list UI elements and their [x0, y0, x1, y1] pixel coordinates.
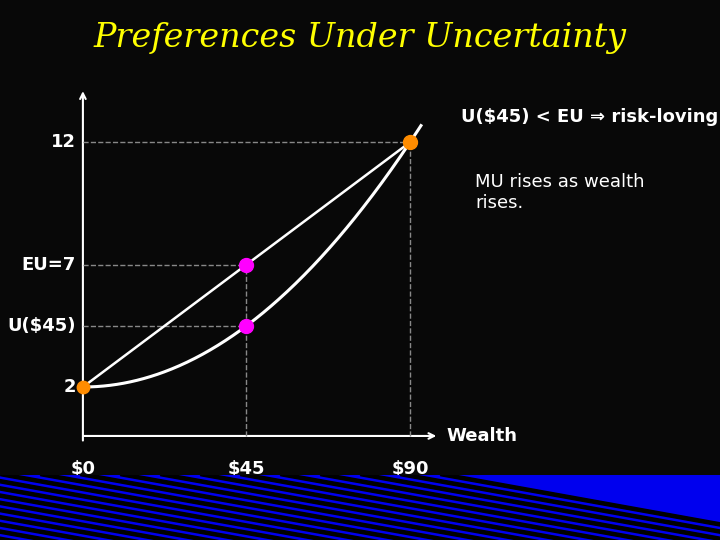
Text: Wealth: Wealth — [446, 427, 518, 445]
Point — [240, 260, 252, 269]
Text: EU=7: EU=7 — [22, 255, 76, 274]
Text: U($45): U($45) — [7, 317, 76, 335]
Text: MU rises as wealth
rises.: MU rises as wealth rises. — [475, 173, 644, 212]
Point — [240, 321, 252, 330]
Text: U($45) < EU ⇒ risk-loving.: U($45) < EU ⇒ risk-loving. — [461, 108, 720, 126]
Text: $45: $45 — [228, 461, 265, 478]
Text: $0: $0 — [71, 461, 96, 478]
Text: 2: 2 — [63, 378, 76, 396]
Text: 12: 12 — [50, 133, 76, 151]
Point — [77, 383, 89, 391]
Text: $90: $90 — [391, 461, 429, 478]
Point — [405, 138, 416, 146]
Text: Preferences Under Uncertainty: Preferences Under Uncertainty — [94, 22, 626, 53]
